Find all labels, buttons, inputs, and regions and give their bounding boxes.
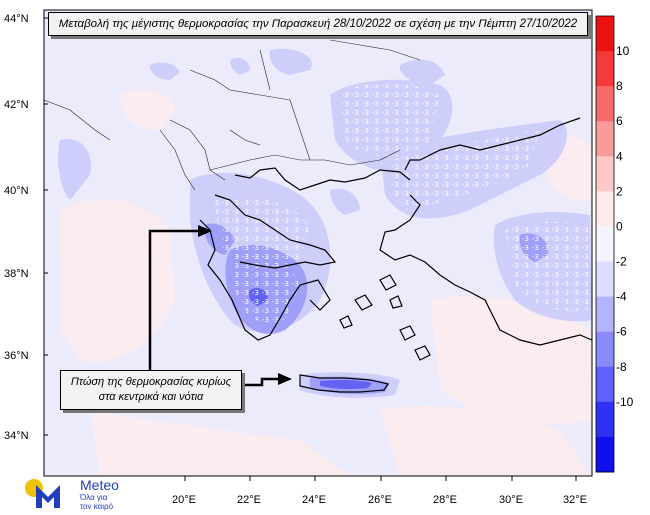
lat-label: 44°N bbox=[4, 13, 29, 25]
coastlines bbox=[199, 117, 593, 393]
colorbar-swatch bbox=[596, 191, 614, 227]
colorbar-label: -4 bbox=[616, 290, 627, 304]
colorbar-label: 6 bbox=[616, 114, 623, 128]
country-borders bbox=[43, 39, 421, 191]
lat-label: 42°N bbox=[4, 99, 29, 111]
lat-label: 38°N bbox=[4, 268, 29, 280]
lon-label: 30°E bbox=[499, 494, 523, 506]
colorbar-label: 10 bbox=[616, 44, 630, 58]
colorbar-swatch bbox=[596, 331, 614, 368]
lon-label: 22°E bbox=[237, 494, 261, 506]
hatched-zones bbox=[215, 83, 588, 324]
logo-tagline: Όλα για bbox=[80, 492, 108, 502]
colorbar-swatch bbox=[596, 261, 614, 298]
colorbar-swatch bbox=[596, 156, 614, 192]
colorbar-label: 2 bbox=[616, 184, 623, 198]
colorbar-swatch bbox=[596, 401, 614, 438]
colorbar-label: 0 bbox=[616, 219, 623, 233]
colorbar: 10 8 6 4 2 0 -2 -4 -6 -8 -10 bbox=[595, 15, 634, 473]
colorbar-label: 4 bbox=[616, 149, 623, 163]
colorbar-swatch bbox=[596, 51, 614, 87]
lat-label: 40°N bbox=[4, 185, 29, 197]
annotation-arrows bbox=[148, 229, 280, 387]
longitude-axis: 20°E 22°E 24°E 26°E 28°E 30°E 32°E bbox=[172, 476, 587, 506]
lon-label: 26°E bbox=[368, 494, 392, 506]
lat-label: 36°N bbox=[4, 350, 29, 362]
annotation-line-2: στα κεντρικά και νότια bbox=[98, 391, 204, 403]
lat-label: 34°N bbox=[4, 430, 29, 442]
colorbar-label: -10 bbox=[616, 395, 634, 409]
map-frame bbox=[43, 9, 593, 477]
lon-label: 32°E bbox=[563, 494, 587, 506]
lon-label: 28°E bbox=[433, 494, 457, 506]
logo-name: Meteo bbox=[80, 476, 119, 493]
colorbar-swatch bbox=[596, 86, 614, 122]
lon-label: 24°E bbox=[302, 494, 326, 506]
colorbar-swatch bbox=[596, 226, 614, 263]
meteo-logo: Meteo Όλα για τον καιρό bbox=[24, 476, 119, 512]
lon-label: 20°E bbox=[172, 494, 196, 506]
colorbar-label: -6 bbox=[616, 325, 627, 339]
colorbar-swatch bbox=[596, 296, 614, 333]
meteo-logo-icon bbox=[25, 479, 60, 508]
colorbar-label: 8 bbox=[616, 79, 623, 93]
colorbar-swatch bbox=[596, 16, 614, 52]
colorbar-swatch bbox=[596, 366, 614, 403]
colorbar-label: -2 bbox=[616, 255, 627, 269]
annotation-box: Πτώση της θερμοκρασίας κυρίως στα κεντρι… bbox=[60, 370, 242, 410]
map-title: Μεταβολή της μέγιστης θερμοκρασίας την Π… bbox=[48, 12, 588, 36]
colorbar-swatch bbox=[596, 121, 614, 157]
annotation-line-1: Πτώση της θερμοκρασίας κυρίως bbox=[70, 376, 232, 388]
colorbar-label: -8 bbox=[616, 360, 627, 374]
arrow-head-icon bbox=[198, 225, 212, 237]
logo-tagline: τον καιρό bbox=[80, 501, 114, 511]
colorbar-frame bbox=[595, 15, 615, 473]
latitude-axis: 44°N 42°N 40°N 38°N 36°N 34°N bbox=[4, 13, 48, 442]
colorbar-swatch bbox=[596, 436, 614, 473]
arrow-head-icon bbox=[278, 373, 292, 385]
